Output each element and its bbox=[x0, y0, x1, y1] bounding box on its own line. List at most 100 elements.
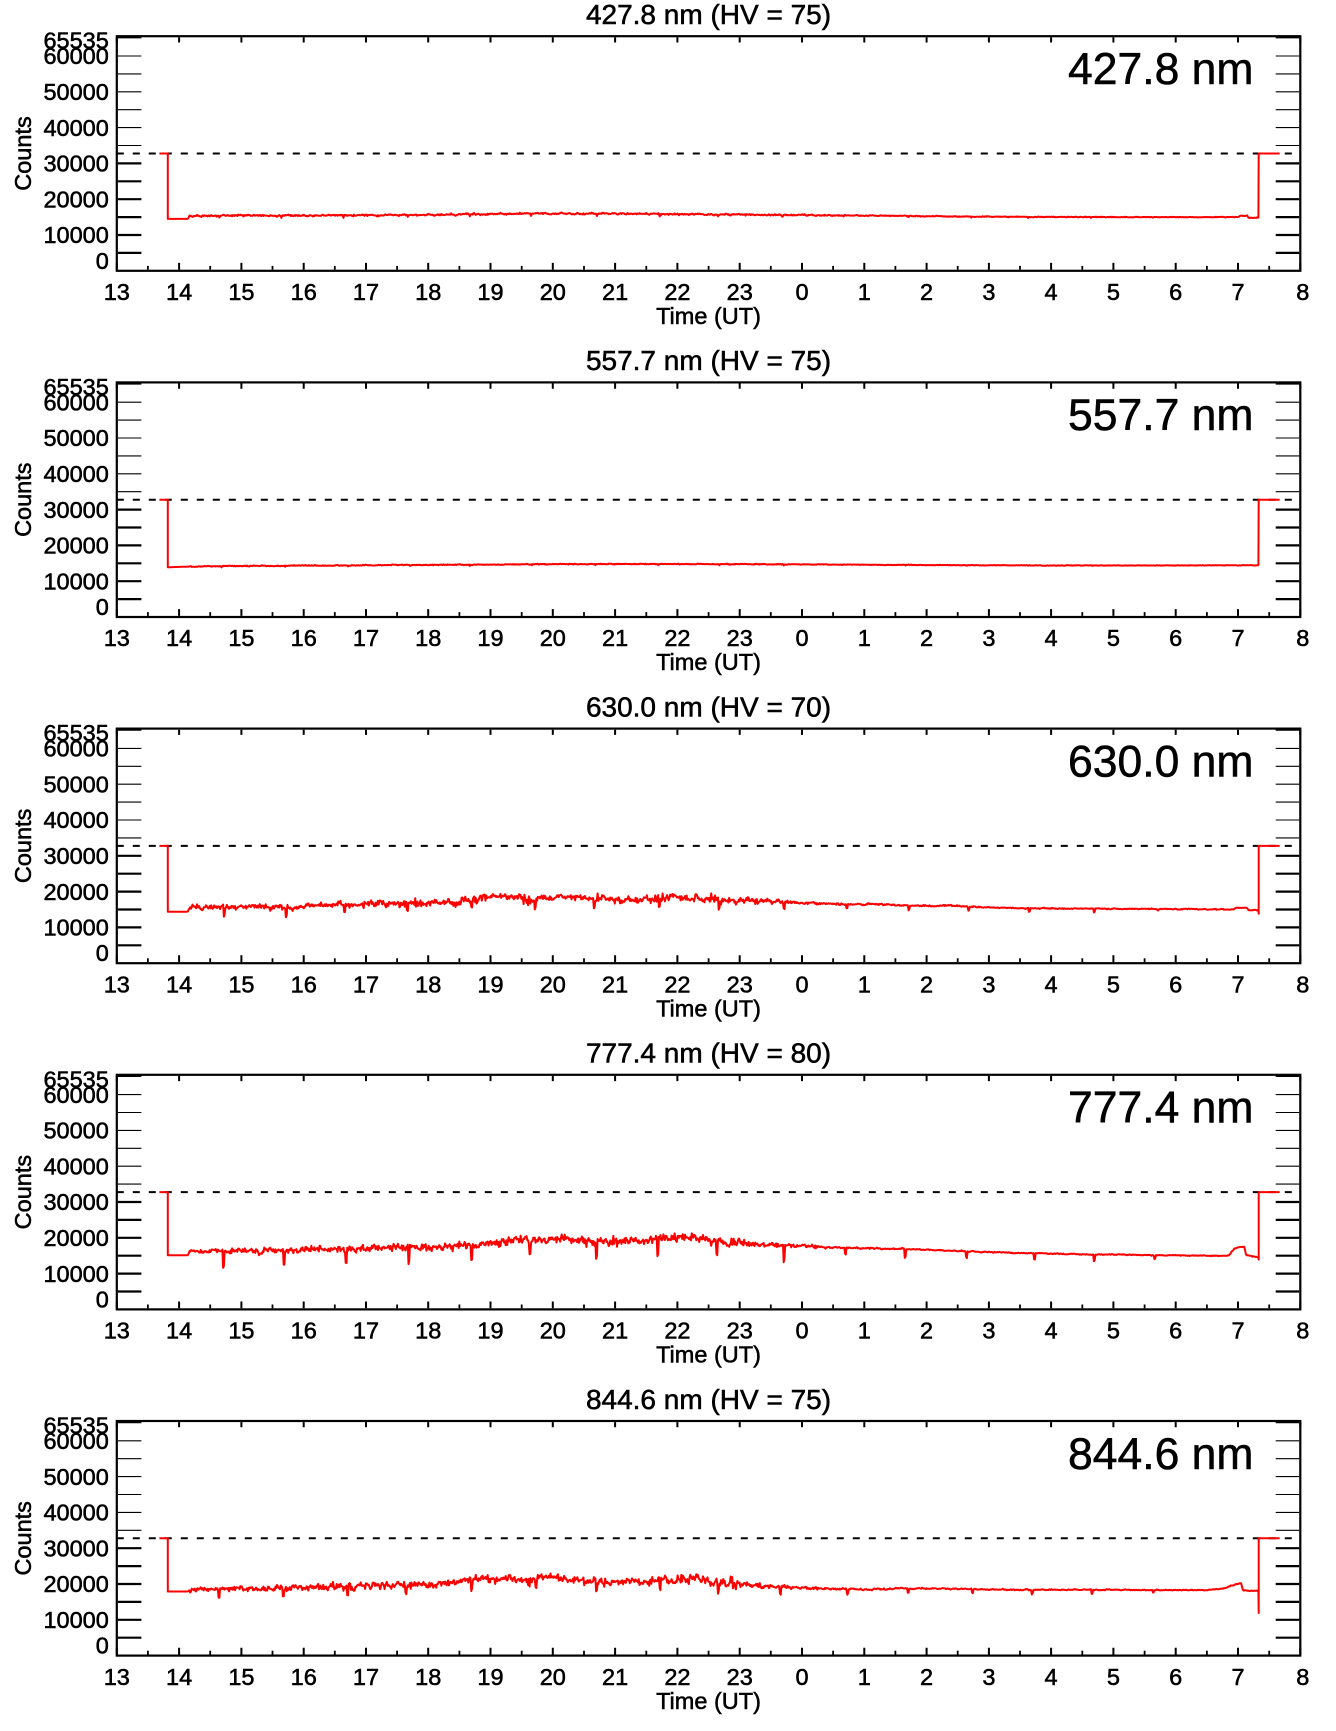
svg-text:8: 8 bbox=[1296, 279, 1309, 305]
svg-text:15: 15 bbox=[228, 279, 254, 305]
svg-text:15: 15 bbox=[228, 1318, 254, 1344]
svg-text:65535: 65535 bbox=[43, 374, 108, 400]
svg-text:23: 23 bbox=[727, 971, 753, 997]
svg-text:18: 18 bbox=[415, 1664, 441, 1690]
svg-text:60000: 60000 bbox=[43, 1082, 108, 1108]
svg-text:30000: 30000 bbox=[43, 497, 108, 523]
svg-text:0: 0 bbox=[795, 1664, 808, 1690]
svg-text:13: 13 bbox=[104, 279, 130, 305]
svg-text:23: 23 bbox=[727, 279, 753, 305]
svg-text:30000: 30000 bbox=[43, 843, 108, 869]
svg-text:16: 16 bbox=[291, 971, 317, 997]
svg-text:30000: 30000 bbox=[43, 1535, 108, 1561]
svg-text:Counts: Counts bbox=[10, 462, 36, 536]
svg-text:Counts: Counts bbox=[10, 1501, 36, 1575]
svg-text:18: 18 bbox=[415, 279, 441, 305]
svg-text:22: 22 bbox=[664, 625, 690, 651]
svg-text:5: 5 bbox=[1107, 1318, 1120, 1344]
svg-text:427.8 nm: 427.8 nm bbox=[1068, 45, 1254, 94]
svg-text:65535: 65535 bbox=[43, 28, 108, 54]
svg-text:30000: 30000 bbox=[43, 1189, 108, 1215]
svg-text:0: 0 bbox=[795, 971, 808, 997]
svg-text:Time (UT): Time (UT) bbox=[656, 995, 761, 1021]
svg-text:844.6 nm: 844.6 nm bbox=[1068, 1430, 1254, 1479]
svg-text:18: 18 bbox=[415, 625, 441, 651]
svg-text:2: 2 bbox=[920, 1664, 933, 1690]
svg-text:4: 4 bbox=[1045, 1664, 1058, 1690]
svg-text:1: 1 bbox=[858, 1664, 871, 1690]
svg-text:630.0 nm: 630.0 nm bbox=[1068, 737, 1254, 786]
svg-text:6: 6 bbox=[1169, 1318, 1182, 1344]
svg-text:20: 20 bbox=[540, 279, 566, 305]
svg-text:0: 0 bbox=[96, 594, 109, 620]
svg-text:13: 13 bbox=[104, 971, 130, 997]
svg-text:65535: 65535 bbox=[43, 1413, 108, 1439]
svg-text:14: 14 bbox=[166, 1318, 192, 1344]
svg-text:50000: 50000 bbox=[43, 1118, 108, 1144]
svg-text:65535: 65535 bbox=[43, 1066, 108, 1092]
svg-text:50000: 50000 bbox=[43, 425, 108, 451]
svg-text:1: 1 bbox=[858, 1318, 871, 1344]
svg-text:22: 22 bbox=[664, 1318, 690, 1344]
svg-text:10000: 10000 bbox=[43, 1607, 108, 1633]
svg-text:3: 3 bbox=[982, 1318, 995, 1344]
svg-text:20: 20 bbox=[540, 625, 566, 651]
svg-text:30000: 30000 bbox=[43, 151, 108, 177]
svg-text:18: 18 bbox=[415, 1318, 441, 1344]
svg-text:Counts: Counts bbox=[10, 116, 36, 190]
svg-text:50000: 50000 bbox=[43, 771, 108, 797]
svg-text:13: 13 bbox=[104, 1664, 130, 1690]
svg-text:65535: 65535 bbox=[43, 720, 108, 746]
svg-text:16: 16 bbox=[291, 625, 317, 651]
svg-text:1: 1 bbox=[858, 279, 871, 305]
svg-text:10000: 10000 bbox=[43, 222, 108, 248]
svg-text:4: 4 bbox=[1045, 625, 1058, 651]
svg-text:13: 13 bbox=[104, 625, 130, 651]
svg-text:5: 5 bbox=[1107, 971, 1120, 997]
svg-text:4: 4 bbox=[1045, 279, 1058, 305]
svg-text:Time (UT): Time (UT) bbox=[656, 1688, 761, 1714]
svg-text:1: 1 bbox=[858, 971, 871, 997]
svg-text:777.4 nm: 777.4 nm bbox=[1068, 1084, 1254, 1133]
svg-text:4: 4 bbox=[1045, 971, 1058, 997]
svg-text:19: 19 bbox=[477, 279, 503, 305]
svg-text:10000: 10000 bbox=[43, 568, 108, 594]
svg-text:8: 8 bbox=[1296, 625, 1309, 651]
svg-text:Time (UT): Time (UT) bbox=[656, 649, 761, 675]
svg-text:557.7 nm (HV = 75): 557.7 nm (HV = 75) bbox=[586, 345, 831, 376]
svg-text:0: 0 bbox=[96, 1633, 109, 1659]
svg-text:22: 22 bbox=[664, 1664, 690, 1690]
svg-text:40000: 40000 bbox=[43, 461, 108, 487]
svg-text:19: 19 bbox=[477, 971, 503, 997]
svg-text:17: 17 bbox=[353, 279, 379, 305]
svg-text:2: 2 bbox=[920, 279, 933, 305]
svg-text:50000: 50000 bbox=[43, 79, 108, 105]
svg-text:20000: 20000 bbox=[43, 879, 108, 905]
svg-text:3: 3 bbox=[982, 971, 995, 997]
svg-text:1: 1 bbox=[858, 625, 871, 651]
svg-text:19: 19 bbox=[477, 1664, 503, 1690]
svg-text:2: 2 bbox=[920, 625, 933, 651]
svg-text:21: 21 bbox=[602, 971, 628, 997]
svg-text:60000: 60000 bbox=[43, 43, 108, 69]
svg-text:3: 3 bbox=[982, 279, 995, 305]
svg-text:Counts: Counts bbox=[10, 1155, 36, 1229]
svg-text:50000: 50000 bbox=[43, 1464, 108, 1490]
svg-text:630.0 nm (HV = 70): 630.0 nm (HV = 70) bbox=[586, 691, 831, 722]
svg-text:20000: 20000 bbox=[43, 186, 108, 212]
svg-text:60000: 60000 bbox=[43, 389, 108, 415]
svg-text:21: 21 bbox=[602, 1664, 628, 1690]
svg-text:0: 0 bbox=[795, 625, 808, 651]
svg-text:40000: 40000 bbox=[43, 807, 108, 833]
svg-text:14: 14 bbox=[166, 279, 192, 305]
svg-text:19: 19 bbox=[477, 625, 503, 651]
svg-text:Counts: Counts bbox=[10, 809, 36, 883]
svg-text:20000: 20000 bbox=[43, 1225, 108, 1251]
svg-text:18: 18 bbox=[415, 971, 441, 997]
svg-text:0: 0 bbox=[96, 940, 109, 966]
svg-text:Time (UT): Time (UT) bbox=[656, 303, 761, 329]
svg-text:15: 15 bbox=[228, 1664, 254, 1690]
svg-text:22: 22 bbox=[664, 971, 690, 997]
svg-text:15: 15 bbox=[228, 625, 254, 651]
svg-text:0: 0 bbox=[795, 279, 808, 305]
